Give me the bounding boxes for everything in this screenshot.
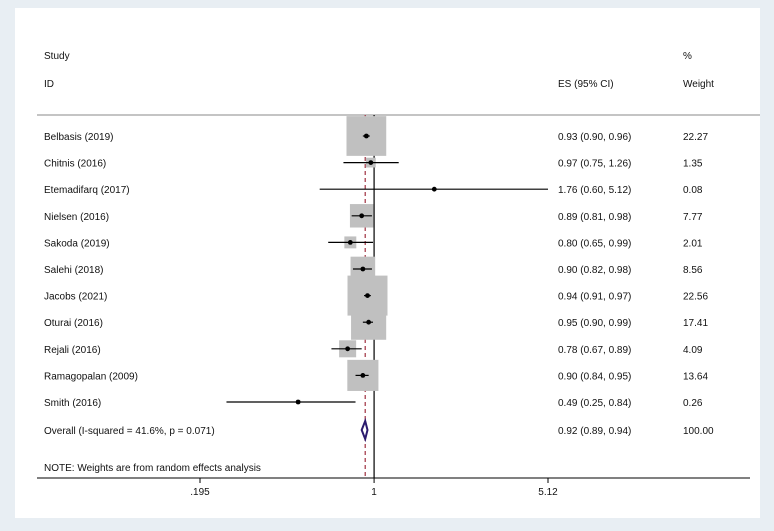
point-estimate — [359, 213, 365, 219]
study-weight: 22.27 — [683, 132, 708, 143]
study-es-ci: 1.76 (0.60, 5.12) — [558, 185, 631, 196]
x-tick-label: 5.12 — [538, 487, 558, 498]
study-weight: 22.56 — [683, 292, 708, 303]
point-estimate — [365, 293, 370, 298]
forest-plot-area: Study ID ES (95% CI)% Weight Belbasis (2019)… — [15, 8, 760, 518]
study-label: Ramagopalan (2009) — [44, 371, 138, 382]
study-weight: 0.08 — [683, 185, 703, 196]
study-weight: 8.56 — [683, 265, 703, 276]
study-label: Nielsen (2016) — [44, 212, 109, 223]
study-label: Oturai (2016) — [44, 318, 103, 329]
study-label: Jacobs (2021) — [44, 292, 107, 303]
study-label: Etemadifarq (2017) — [44, 185, 130, 196]
overall-label: Overall (I-squared = 41.6%, p = 0.071) — [44, 426, 215, 437]
study-label: Belbasis (2019) — [44, 132, 113, 143]
point-estimate — [295, 399, 301, 405]
study-label: Rejali (2016) — [44, 345, 101, 356]
study-weight: 13.64 — [683, 371, 708, 382]
header-percent: % — [683, 51, 692, 62]
study-weight: 0.26 — [683, 398, 703, 409]
study-label: Chitnis (2016) — [44, 159, 106, 170]
study-label: Smith (2016) — [44, 398, 101, 409]
forest-plot: Study ID ES (95% CI)% Weight Belbasis (2019)… — [37, 51, 760, 498]
overall-diamond — [360, 417, 369, 443]
study-label: Salehi (2018) — [44, 265, 103, 276]
point-estimate — [366, 319, 372, 325]
study-es-ci: 0.94 (0.91, 0.97) — [558, 292, 631, 303]
study-weight: 17.41 — [683, 318, 708, 329]
study-es-ci: 0.89 (0.81, 0.98) — [558, 212, 631, 223]
header-study: Study — [44, 51, 70, 62]
header-weight: Weight — [683, 79, 714, 90]
study-es-ci: 0.78 (0.67, 0.89) — [558, 345, 631, 356]
study-es-ci: 0.97 (0.75, 1.26) — [558, 159, 631, 170]
study-weight: 7.77 — [683, 212, 703, 223]
study-weight: 1.35 — [683, 159, 703, 170]
study-es-ci: 0.90 (0.84, 0.95) — [558, 371, 631, 382]
x-tick-label: .195 — [190, 487, 210, 498]
study-es-ci: 0.95 (0.90, 0.99) — [558, 318, 631, 329]
point-estimate — [431, 186, 437, 192]
study-label: Sakoda (2019) — [44, 238, 110, 249]
point-estimate — [360, 266, 366, 272]
study-weight: 4.09 — [683, 345, 703, 356]
x-tick-label: 1 — [371, 487, 377, 498]
overall-weight: 100.00 — [683, 426, 714, 437]
point-estimate — [347, 240, 353, 245]
study-es-ci: 0.90 (0.82, 0.98) — [558, 265, 631, 276]
study-es-ci: 0.80 (0.65, 0.99) — [558, 238, 631, 249]
study-es-ci: 0.93 (0.90, 0.96) — [558, 132, 631, 143]
point-estimate — [345, 346, 351, 352]
point-estimate — [360, 373, 366, 378]
point-estimate — [363, 133, 369, 139]
study-weight: 2.01 — [683, 238, 703, 249]
point-estimate — [368, 160, 374, 166]
weights-note: NOTE: Weights are from random effects an… — [44, 463, 261, 474]
study-es-ci: 0.49 (0.25, 0.84) — [558, 398, 631, 409]
overall-es-ci: 0.92 (0.89, 0.94) — [558, 426, 631, 437]
header-id: ID — [44, 79, 54, 90]
header-es: ES (95% CI) — [558, 79, 614, 90]
